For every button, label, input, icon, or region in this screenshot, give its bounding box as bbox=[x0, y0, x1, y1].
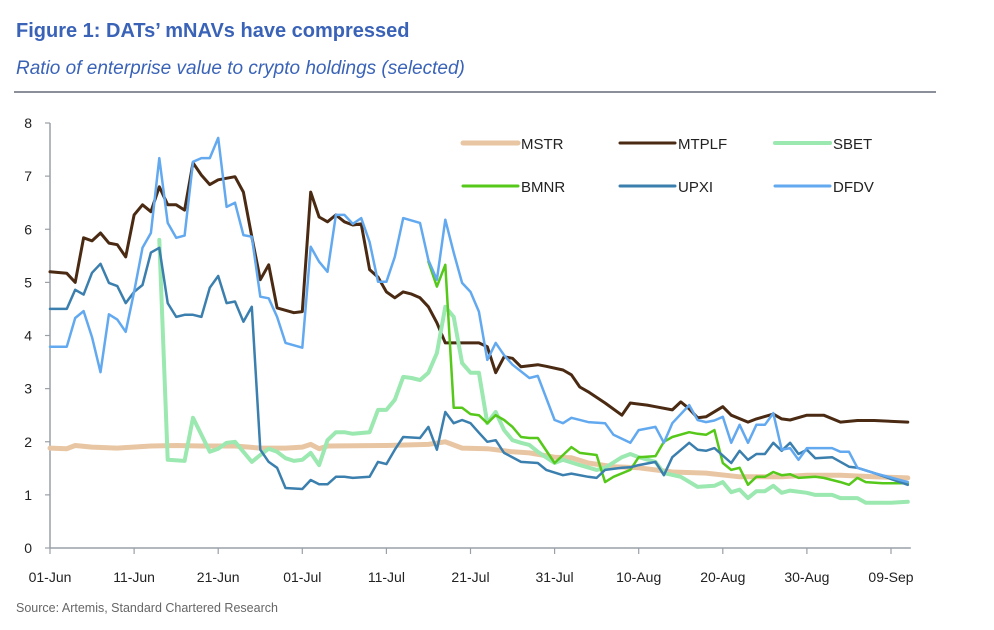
title-divider bbox=[14, 91, 936, 93]
x-tick-label: 30-Aug bbox=[784, 569, 829, 585]
legend-label: DFDV bbox=[833, 179, 874, 196]
legend-label: MSTR bbox=[521, 136, 564, 153]
y-tick-label: 6 bbox=[24, 221, 32, 237]
legend-label: UPXI bbox=[678, 179, 713, 196]
legend-item-mstr: MSTR bbox=[460, 136, 564, 153]
x-tick-label: 20-Aug bbox=[700, 569, 745, 585]
axes: 0 1 2 3 4 5 6 7 8 01-Jun 11-Jun 21-Jun 01-Jul 11-Jul 2… bbox=[24, 115, 914, 585]
legend-label: MTPLF bbox=[678, 136, 727, 153]
series-line-mtplf bbox=[48, 161, 910, 424]
series-line-upxi bbox=[48, 246, 910, 491]
chart-subtitle: Ratio of enterprise value to crypto hold… bbox=[16, 58, 465, 79]
x-tick-label: 09-Sep bbox=[868, 569, 913, 585]
y-tick-label: 5 bbox=[24, 274, 32, 290]
x-tick-label: 10-Aug bbox=[616, 569, 661, 585]
legend-item-sbet: SBET bbox=[773, 136, 872, 153]
x-tick-label: 01-Jul bbox=[283, 569, 321, 585]
y-tick-label: 1 bbox=[24, 487, 32, 503]
y-tick-label: 4 bbox=[24, 328, 32, 344]
legend-item-mtplf: MTPLF bbox=[618, 136, 727, 153]
legend-item-dfdv: DFDV bbox=[773, 179, 874, 196]
x-tick-label: 11-Jul bbox=[368, 569, 405, 585]
legend: MSTR MTPLF SBET BMNR UPXI DFDV bbox=[460, 136, 874, 196]
legend-item-upxi: UPXI bbox=[618, 179, 713, 196]
legend-label: BMNR bbox=[521, 179, 565, 196]
y-tick-label: 3 bbox=[24, 381, 32, 397]
x-tick-label: 11-Jun bbox=[113, 569, 155, 585]
x-tick-label: 21-Jul bbox=[451, 569, 489, 585]
x-tick-label: 31-Jul bbox=[536, 569, 574, 585]
chart-title: Figure 1: DATs’ mNAVs have compressed bbox=[16, 20, 410, 42]
series-line-sbet bbox=[157, 237, 910, 505]
y-tick-label: 8 bbox=[24, 115, 32, 131]
x-tick-label: 01-Jun bbox=[29, 569, 72, 585]
y-tick-label: 2 bbox=[24, 434, 32, 450]
x-tick-label: 21-Jun bbox=[197, 569, 240, 585]
legend-label: SBET bbox=[833, 136, 872, 153]
legend-item-bmnr: BMNR bbox=[461, 179, 565, 196]
series-lines bbox=[47, 136, 911, 505]
source-note: Source: Artemis, Standard Chartered Rese… bbox=[16, 601, 278, 615]
series-line-dfdv bbox=[48, 136, 910, 484]
y-tick-label: 0 bbox=[24, 540, 32, 556]
y-tick-label: 7 bbox=[24, 168, 32, 184]
